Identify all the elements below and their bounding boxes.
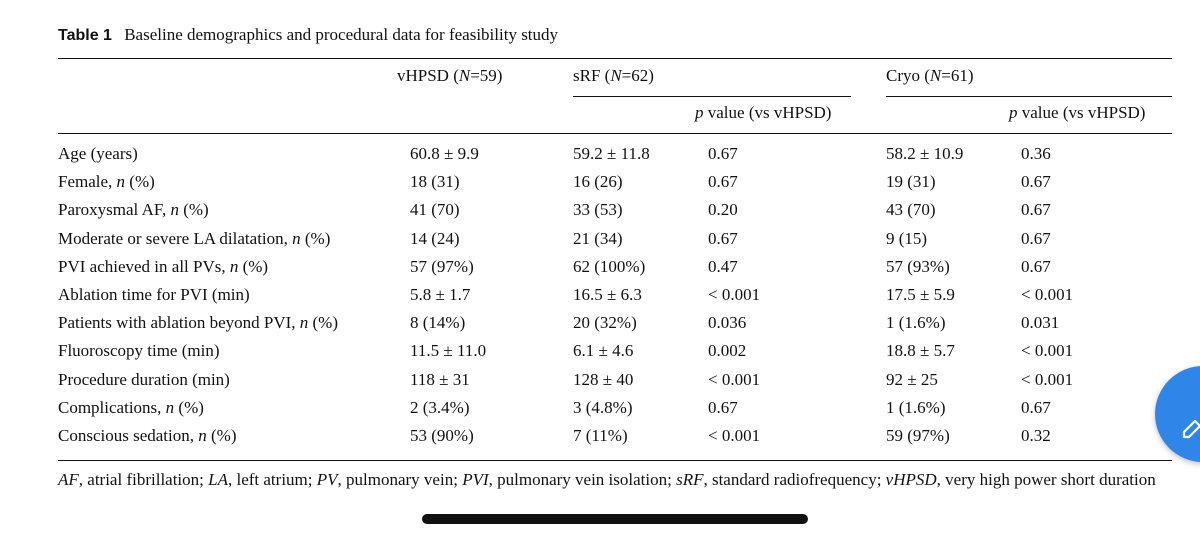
table-title: Baseline demographics and procedural dat… xyxy=(124,25,559,44)
cell-srf: 16.5 ± 6.3 xyxy=(573,285,642,304)
footnote-definition: , atrial fibrillation; xyxy=(78,470,209,489)
cell-srf: 20 (32%) xyxy=(573,313,637,333)
row-label: Conscious sedation, n (%) xyxy=(58,426,237,445)
header-rule xyxy=(58,133,1172,134)
cell-vhpsd: 57 (97%) xyxy=(410,256,474,276)
row-label: Fluoroscopy time (min) xyxy=(58,341,220,361)
row-label: Procedure duration (min) xyxy=(58,369,230,389)
cell-cryo-p: 0.67 xyxy=(1021,397,1051,417)
cell-cryo: 18.8 ± 5.7 xyxy=(886,341,955,361)
footnote-definition: , standard radiofrequency; xyxy=(703,470,886,489)
cell-srf: 62 (100%) xyxy=(573,256,646,276)
cell-vhpsd: 53 (90%) xyxy=(410,426,474,445)
cell-cryo: 1 (1.6%) xyxy=(886,397,946,417)
cell-cryo-p: < 0.001 xyxy=(1021,341,1074,361)
footnote-abbr: PV xyxy=(316,470,338,489)
top-rule xyxy=(58,58,1172,59)
cell-srf-p: 0.67 xyxy=(708,228,738,248)
home-indicator[interactable] xyxy=(422,514,808,524)
header-srf-pvalue: p value (vs vHPSD) xyxy=(695,103,832,122)
cell-srf: 3 (4.8%) xyxy=(573,397,633,417)
footnote-abbr: LA xyxy=(208,470,228,489)
cell-cryo: 92 ± 25 xyxy=(886,369,938,389)
cell-srf: 59.2 ± 11.8 xyxy=(573,144,650,163)
cell-srf-p: 0.67 xyxy=(708,397,738,417)
table-caption: Table 1 Baseline demographics and proced… xyxy=(58,25,558,45)
row-label: Patients with ablation beyond PVI, n (%) xyxy=(58,313,338,333)
cell-vhpsd: 18 (31) xyxy=(410,172,460,192)
cell-cryo-p: < 0.001 xyxy=(1021,285,1074,304)
cell-vhpsd: 5.8 ± 1.7 xyxy=(410,285,471,304)
cell-vhpsd: 60.8 ± 9.9 xyxy=(410,144,479,163)
header-cryo: Cryo (N=61) xyxy=(886,66,974,85)
cell-vhpsd: 11.5 ± 11.0 xyxy=(410,341,487,361)
row-label: Paroxysmal AF, n (%) xyxy=(58,200,209,220)
cell-cryo-p: < 0.001 xyxy=(1021,369,1074,389)
cell-vhpsd: 41 (70) xyxy=(410,200,460,220)
footnote-definition: , pulmonary vein isolation; xyxy=(488,470,677,489)
cell-cryo-p: 0.32 xyxy=(1021,426,1051,445)
cell-cryo-p: 0.67 xyxy=(1021,256,1051,276)
edit-button[interactable] xyxy=(1155,366,1200,462)
footnote-abbr: AF xyxy=(58,470,79,489)
cell-srf-p: < 0.001 xyxy=(708,426,761,445)
cell-cryo: 17.5 ± 5.9 xyxy=(886,285,955,304)
cell-srf: 6.1 ± 4.6 xyxy=(573,341,634,361)
header-srf: sRF (N=62) xyxy=(573,66,654,85)
cell-cryo: 1 (1.6%) xyxy=(886,313,946,333)
cell-srf-p: 0.002 xyxy=(708,341,747,361)
row-label: PVI achieved in all PVs, n (%) xyxy=(58,256,269,276)
cell-vhpsd: 118 ± 31 xyxy=(410,369,470,389)
footnote-definition: , pulmonary vein; xyxy=(337,470,463,489)
cell-vhpsd: 8 (14%) xyxy=(410,313,466,333)
cell-cryo: 57 (93%) xyxy=(886,256,950,276)
pencil-icon xyxy=(1182,419,1200,439)
footnote: AF, atrial fibrillation; LA, left atrium… xyxy=(58,469,1173,491)
cell-srf: 33 (53) xyxy=(573,200,623,220)
header-vhpsd: vHPSD (N=59) xyxy=(397,66,503,85)
cell-cryo: 58.2 ± 10.9 xyxy=(886,144,964,163)
srf-group-rule xyxy=(573,96,851,97)
footnote-abbr: vHPSD xyxy=(885,470,937,489)
row-label: Ablation time for PVI (min) xyxy=(58,285,250,304)
cell-srf: 128 ± 40 xyxy=(573,369,634,389)
cell-cryo-p: 0.67 xyxy=(1021,172,1051,192)
cell-srf: 21 (34) xyxy=(573,228,623,248)
table-label: Table 1 xyxy=(58,27,112,44)
bottom-rule xyxy=(58,460,1172,461)
row-label: Complications, n (%) xyxy=(58,397,204,417)
cell-srf: 7 (11%) xyxy=(573,426,628,445)
footnote-abbr: sRF xyxy=(676,470,704,489)
cell-srf-p: 0.036 xyxy=(708,313,747,333)
footnote-definition: , left atrium; xyxy=(227,470,317,489)
cell-vhpsd: 2 (3.4%) xyxy=(410,397,470,417)
cell-srf-p: 0.67 xyxy=(708,172,738,192)
cell-cryo-p: 0.67 xyxy=(1021,228,1051,248)
footnote-abbr: PVI xyxy=(462,470,489,489)
row-label: Moderate or severe LA dilatation, n (%) xyxy=(58,228,331,248)
cell-cryo-p: 0.67 xyxy=(1021,200,1051,220)
cell-vhpsd: 14 (24) xyxy=(410,228,460,248)
cell-cryo-p: 0.031 xyxy=(1021,313,1060,333)
cell-srf-p: 0.67 xyxy=(708,144,738,163)
cell-srf: 16 (26) xyxy=(573,172,623,192)
cell-srf-p: 0.47 xyxy=(708,256,738,276)
cell-srf-p: 0.20 xyxy=(708,200,738,220)
cell-cryo: 59 (97%) xyxy=(886,426,950,445)
cell-srf-p: < 0.001 xyxy=(708,285,761,304)
cell-cryo: 43 (70) xyxy=(886,200,936,220)
cryo-group-rule xyxy=(886,96,1172,97)
row-label: Age (years) xyxy=(58,144,138,163)
row-label: Female, n (%) xyxy=(58,172,155,192)
cell-srf-p: < 0.001 xyxy=(708,369,761,389)
cell-cryo: 9 (15) xyxy=(886,228,928,248)
header-cryo-pvalue: p value (vs vHPSD) xyxy=(1009,103,1146,122)
footnote-definition: , very high power short duration xyxy=(936,470,1156,489)
cell-cryo-p: 0.36 xyxy=(1021,144,1051,163)
cell-cryo: 19 (31) xyxy=(886,172,936,192)
